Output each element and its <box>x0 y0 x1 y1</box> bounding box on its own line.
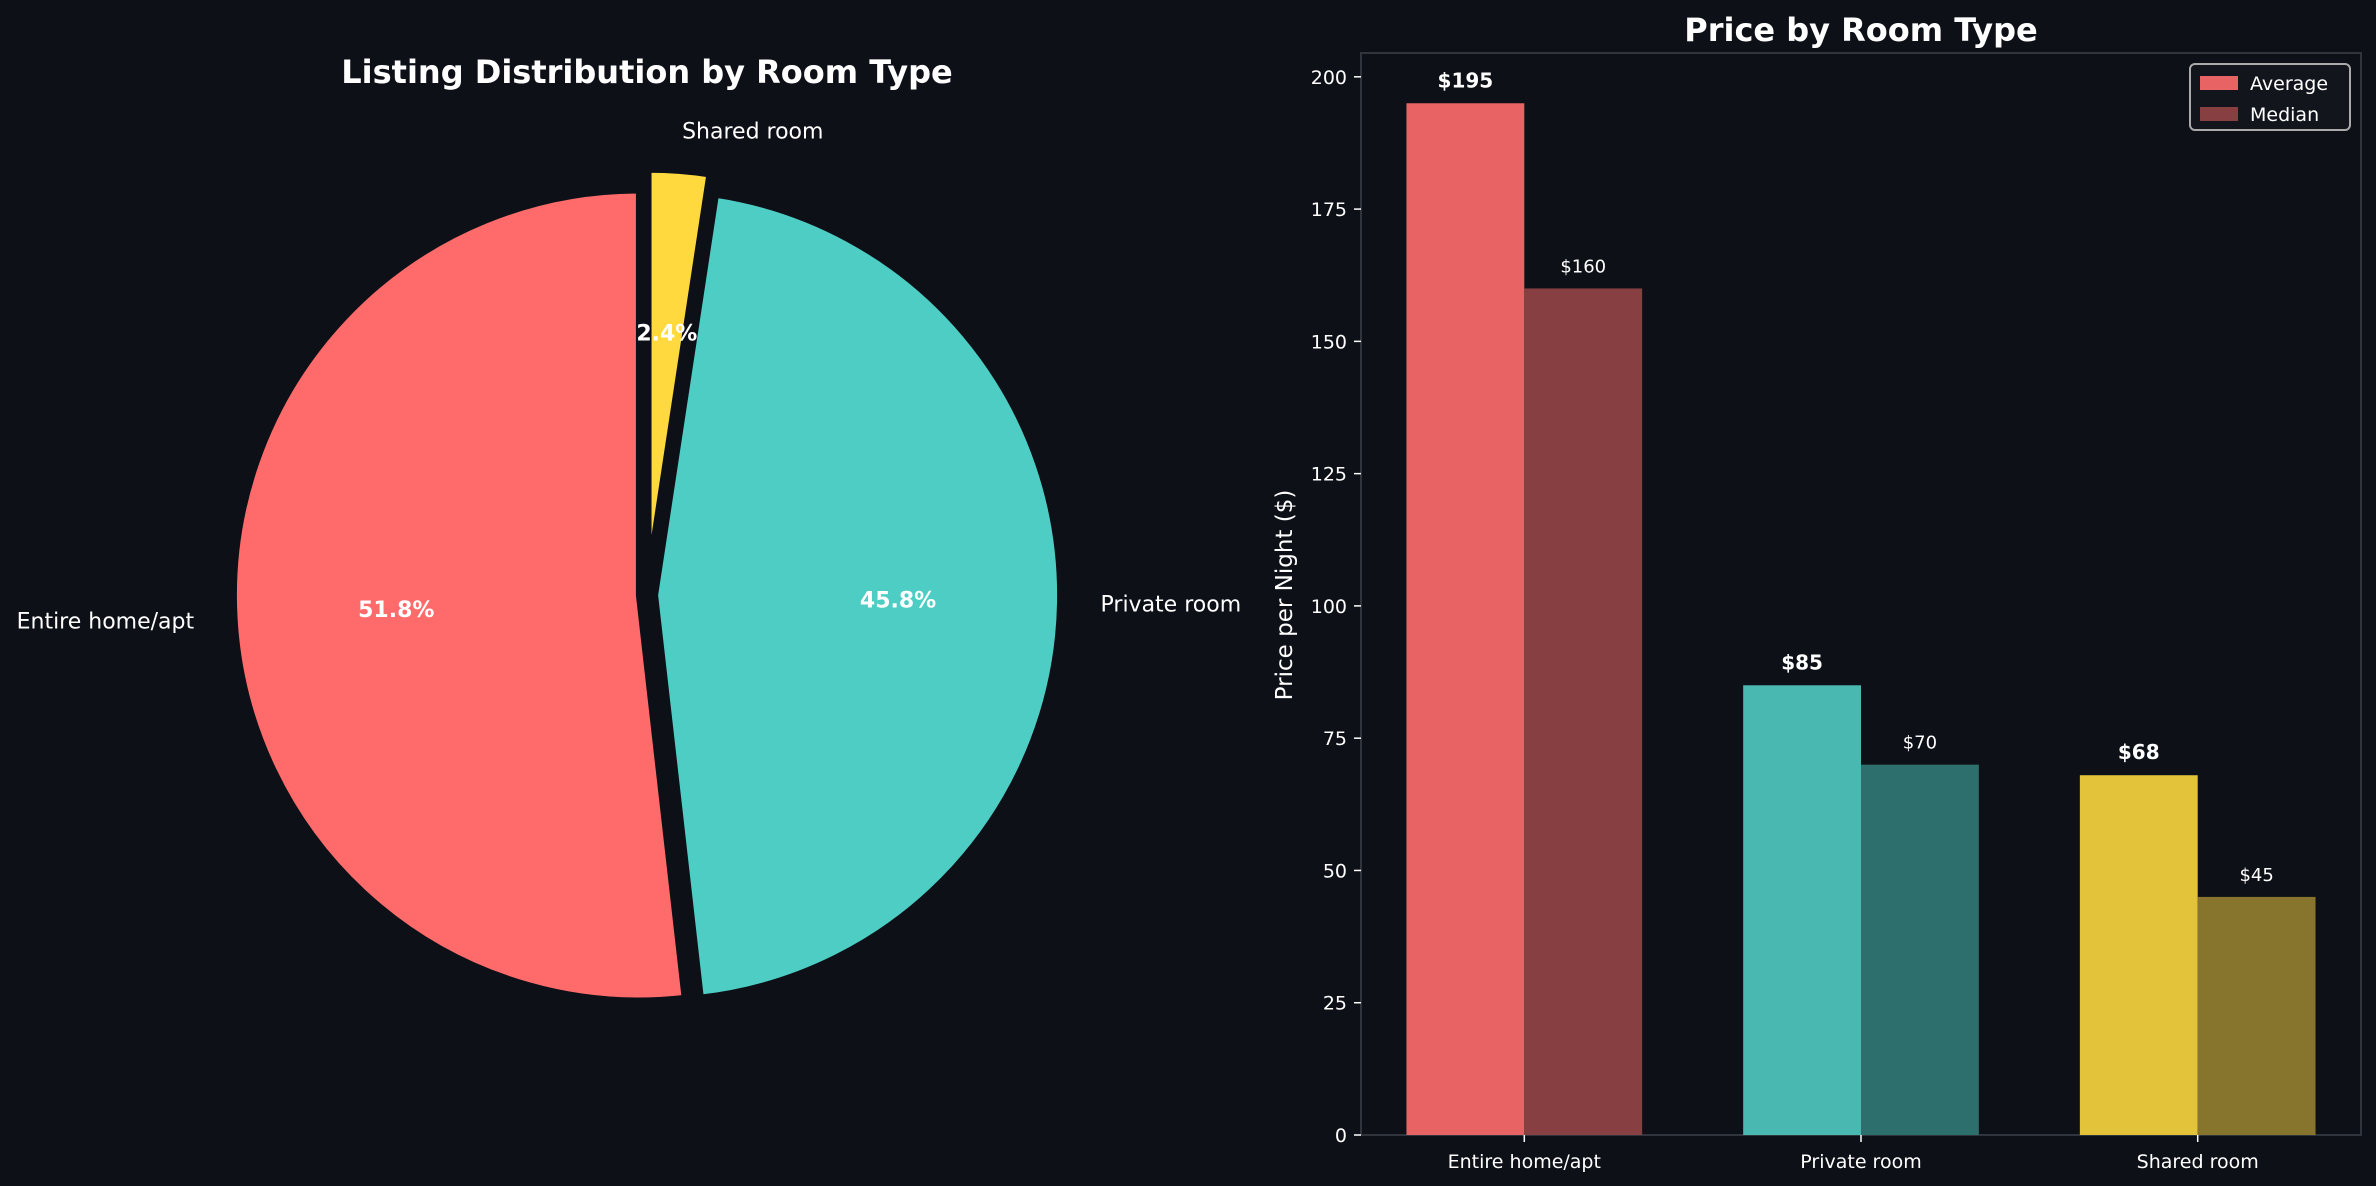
x-tick-label: Private room <box>1800 1151 1921 1173</box>
legend-label: Median <box>2250 104 2319 126</box>
pie-chart: Listing Distribution by Room Type Entire… <box>17 53 1242 1004</box>
y-tick-label: 0 <box>1335 1125 1347 1147</box>
y-tick-label: 200 <box>1311 67 1347 89</box>
bar-chart: Price by Room Type Price per Night ($) 0… <box>1272 11 2362 1173</box>
bar-median <box>1861 764 1979 1135</box>
x-tick-label: Entire home/apt <box>1448 1151 1601 1173</box>
legend-swatch <box>2200 107 2238 121</box>
y-tick-label: 100 <box>1311 596 1347 618</box>
bar-title: Price by Room Type <box>1684 11 2038 49</box>
legend-label: Average <box>2250 73 2328 95</box>
y-axis-label: Price per Night ($) <box>1272 490 1298 701</box>
bar-value-label: $85 <box>1781 650 1823 674</box>
bar-average <box>1406 103 1525 1136</box>
pie-percent-label: 51.8% <box>358 598 434 623</box>
pie-percent-label: 2.4% <box>636 321 697 346</box>
y-tick-label: 25 <box>1323 993 1347 1015</box>
x-tick-label: Shared room <box>2137 1151 2259 1173</box>
bar-average <box>2079 775 2198 1135</box>
legend-swatch <box>2200 76 2238 90</box>
pie-label: Entire home/apt <box>17 610 195 635</box>
bar-value-label: $70 <box>1903 733 1937 754</box>
pie-slice-private-room <box>652 191 1064 1001</box>
y-tick-label: 75 <box>1323 728 1347 750</box>
legend: Average Median <box>2189 63 2351 131</box>
bar-value-label: $45 <box>2239 865 2273 886</box>
y-tick-label: 50 <box>1323 860 1347 882</box>
bar-average <box>1743 685 1861 1135</box>
pie-percent-label: 45.8% <box>860 589 936 614</box>
y-tick-label: 125 <box>1311 464 1347 486</box>
bar-median <box>1524 288 1643 1136</box>
pie-label: Shared room <box>682 120 823 145</box>
bar-value-label: $195 <box>1438 68 1494 92</box>
pie-slice-entire-home-apt <box>230 187 688 1004</box>
pie-slice-shared-room <box>645 166 713 576</box>
pie-title: Listing Distribution by Room Type <box>341 53 952 91</box>
y-tick-label: 150 <box>1311 331 1347 353</box>
bar-median <box>2197 896 2316 1135</box>
bar-value-label: $160 <box>1560 256 1606 277</box>
pie-label: Private room <box>1101 593 1242 618</box>
bar-value-label: $68 <box>2118 740 2160 764</box>
y-tick-label: 175 <box>1311 199 1347 221</box>
